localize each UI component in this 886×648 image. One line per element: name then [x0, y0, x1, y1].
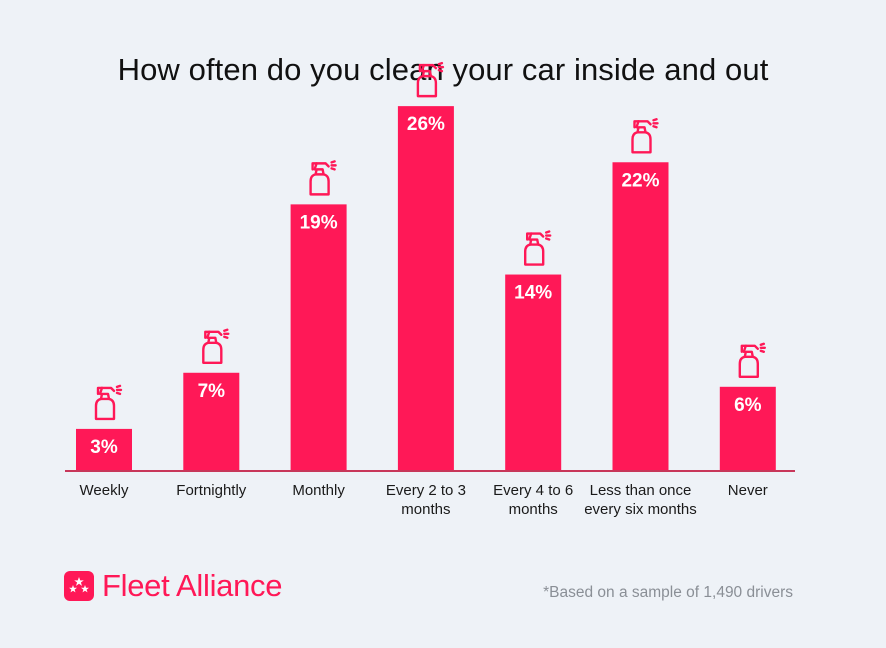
bar — [76, 428, 132, 471]
bar — [397, 106, 454, 471]
fleet-alliance-logo[interactable]: Fleet Alliance — [64, 568, 282, 604]
data-label: 26% — [407, 114, 445, 135]
star-badge-icon — [64, 571, 94, 601]
spray-bottle-icon — [524, 230, 552, 266]
data-label: 7% — [198, 381, 226, 402]
footnote: *Based on a sample of 1,490 drivers — [543, 584, 793, 601]
data-label: 14% — [514, 283, 552, 304]
bar — [719, 386, 776, 471]
bar — [612, 162, 669, 471]
spray-bottle-icon — [738, 342, 766, 378]
spray-bottle-icon — [416, 61, 445, 98]
spray-bottle-icon — [309, 160, 337, 196]
data-label: 6% — [734, 395, 762, 416]
bars-layer: 3% Weekly 7% Fortnightly 19% Monthly 26% Every … — [76, 61, 776, 518]
category-label: Every 4 to 6 months — [493, 482, 573, 518]
chart-title: How often do you clean your car inside a… — [117, 52, 769, 87]
category-label: Weekly — [80, 482, 129, 499]
category-label: Less than once every six months — [584, 482, 697, 518]
spray-bottle-icon — [631, 118, 659, 154]
bar — [290, 204, 347, 471]
bar — [183, 372, 240, 471]
category-label: Every 2 to 3 months — [386, 482, 466, 518]
data-label: 22% — [621, 170, 659, 191]
bar-chart: 3% Weekly 7% Fortnightly 19% Monthly 26% Every … — [65, 61, 795, 518]
category-label: Fortnightly — [176, 482, 247, 499]
bar — [505, 274, 562, 471]
spray-bottle-icon — [202, 328, 230, 364]
category-label: Never — [728, 482, 768, 499]
category-label: Monthly — [292, 482, 345, 499]
logo-text: Fleet Alliance — [102, 568, 283, 603]
data-label: 3% — [90, 437, 118, 458]
spray-bottle-icon — [94, 384, 123, 421]
data-label: 19% — [300, 212, 338, 233]
